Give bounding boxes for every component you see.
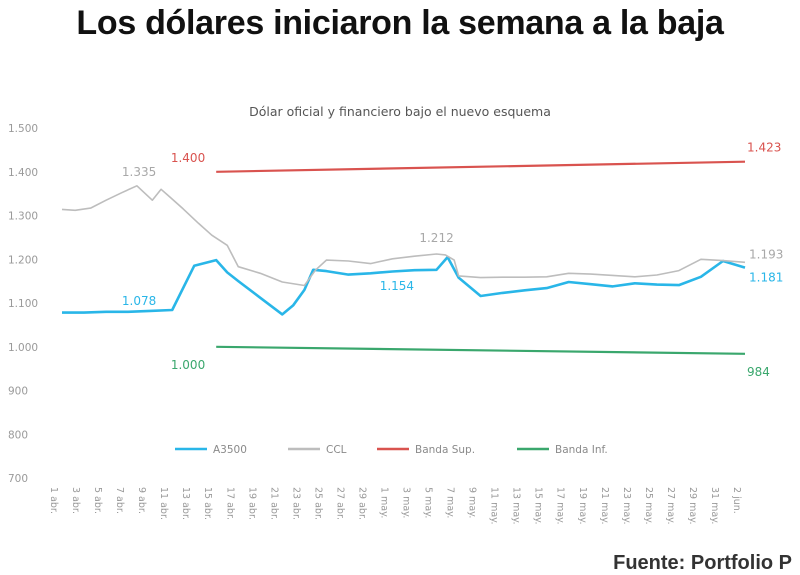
x-tick-label: 7 abr.	[114, 487, 125, 514]
x-tick-label: 21 may.	[599, 487, 610, 524]
legend-item-banda-sup: Banda Sup.	[377, 444, 475, 456]
y-tick-label: 1.300	[8, 211, 38, 223]
data-label: 1.000	[171, 358, 205, 372]
y-tick-label: 700	[8, 473, 28, 485]
x-tick-label: 23 may.	[621, 487, 632, 524]
x-tick-label: 5 may.	[423, 487, 434, 518]
legend-label: CCL	[326, 444, 347, 456]
data-label: 1.423	[747, 141, 781, 155]
legend-item-ccl: CCL	[288, 444, 347, 456]
x-tick-label: 31 may.	[709, 487, 720, 524]
data-label: 1.212	[419, 231, 453, 245]
x-tick-label: 3 abr.	[70, 487, 81, 514]
x-axis: 1 abr. 3 abr. 5 abr. 7 abr. 9 abr. 11 abr. 13 …	[48, 487, 742, 524]
data-labels: 1.400 1.423 1.335 1.212 1.193 1.078 1.154 1.181…	[122, 141, 783, 379]
x-tick-label: 1 may.	[378, 487, 389, 518]
y-tick-label: 1.500	[8, 123, 38, 135]
x-tick-label: 17 abr.	[224, 487, 235, 520]
x-tick-label: 5 abr.	[92, 487, 103, 514]
series-line-ccl	[61, 185, 746, 287]
data-label: 1.335	[122, 165, 156, 179]
series-lines	[61, 160, 746, 355]
legend-label: Banda Sup.	[415, 444, 475, 456]
x-tick-label: 1 abr.	[48, 487, 59, 514]
x-tick-label: 17 may.	[555, 487, 566, 524]
x-tick-label: 13 abr.	[180, 487, 191, 520]
chart-subtitle: Dólar oficial y financiero bajo el nuevo…	[249, 104, 551, 119]
x-tick-label: 13 may.	[511, 487, 522, 524]
y-axis: 1.500 1.400 1.300 1.200 1.100 1.000 900 800 700	[8, 123, 38, 485]
data-label: 1.078	[122, 294, 156, 308]
y-tick-label: 1.100	[8, 298, 38, 310]
legend-item-banda-inf: Banda Inf.	[517, 444, 608, 456]
source-credit: Fuente: Portfolio P	[613, 552, 792, 574]
x-tick-label: 15 abr.	[202, 487, 213, 520]
data-label: 984	[747, 365, 770, 379]
series-line-banda-sup	[216, 160, 746, 173]
x-tick-label: 11 may.	[489, 487, 500, 524]
series-line-a3500	[62, 255, 746, 316]
x-tick-label: 29 abr.	[356, 487, 367, 520]
x-tick-label: 25 may.	[643, 487, 654, 524]
legend-item-a3500: A3500	[175, 444, 247, 456]
x-tick-label: 9 abr.	[136, 487, 147, 514]
x-tick-label: 7 may.	[445, 487, 456, 518]
x-tick-label: 15 may.	[533, 487, 544, 524]
x-tick-label: 29 may.	[687, 487, 698, 524]
legend: A3500 CCL Banda Sup. Banda Inf.	[175, 444, 608, 456]
x-tick-label: 27 may.	[665, 487, 676, 524]
x-tick-label: 11 abr.	[158, 487, 169, 520]
x-tick-label: 19 may.	[577, 487, 588, 524]
x-tick-label: 21 abr.	[268, 487, 279, 520]
y-tick-label: 1.400	[8, 167, 38, 179]
y-tick-label: 900	[8, 386, 28, 398]
x-tick-label: 2 jun.	[731, 487, 742, 514]
x-tick-label: 25 abr.	[312, 487, 323, 520]
data-label: 1.193	[749, 247, 783, 261]
y-tick-label: 1.200	[8, 254, 38, 266]
legend-label: A3500	[213, 444, 247, 456]
y-tick-label: 800	[8, 429, 28, 441]
y-tick-label: 1.000	[8, 342, 38, 354]
data-label: 1.181	[749, 271, 783, 285]
series-line-banda-inf	[216, 345, 746, 355]
x-tick-label: 27 abr.	[334, 487, 345, 520]
headline: Los dólares iniciaron la semana a la baj…	[76, 4, 724, 42]
data-label: 1.400	[171, 151, 205, 165]
data-label: 1.154	[380, 279, 414, 293]
x-tick-label: 23 abr.	[290, 487, 301, 520]
x-tick-label: 3 may.	[401, 487, 412, 518]
x-tick-label: 9 may.	[467, 487, 478, 518]
x-tick-label: 19 abr.	[246, 487, 257, 520]
legend-label: Banda Inf.	[555, 444, 608, 456]
